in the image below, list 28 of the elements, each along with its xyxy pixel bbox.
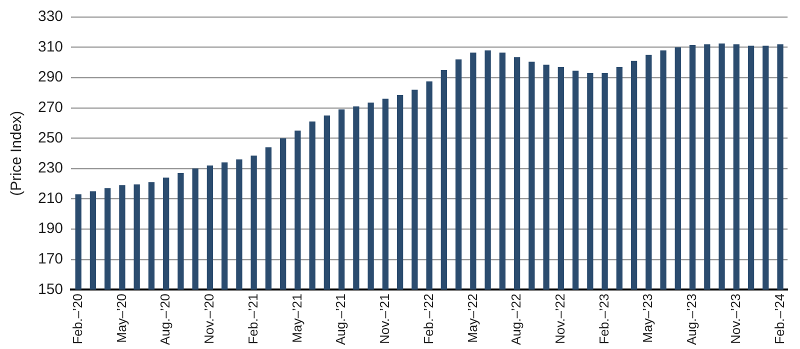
x-tick-label: May–’20	[114, 294, 129, 343]
y-tick-label: 310	[38, 38, 64, 56]
y-tick-label: 290	[38, 68, 64, 86]
x-tick-label: Feb.–’20	[70, 294, 85, 344]
y-tick-label: 330	[38, 8, 64, 26]
x-tick-label: May–’22	[464, 294, 480, 343]
x-tick-label: Nov.–’21	[377, 294, 392, 344]
x-tick-label: Nov.–’20	[202, 294, 217, 344]
y-tick-label: 170	[38, 250, 64, 268]
x-tick-label: Aug.–’23	[684, 294, 700, 346]
x-tick-label: May–’23	[640, 294, 656, 343]
x-tick-label: Feb.–’23	[596, 294, 612, 344]
x-tick-label: May–’21	[289, 294, 304, 343]
x-tick-label: Aug.–’20	[158, 294, 173, 346]
y-tick-label: 210	[38, 190, 64, 207]
x-tick-label: Aug.–’22	[508, 294, 524, 346]
y-axis-title: (Price Index)	[8, 110, 26, 196]
y-tick-label: 270	[38, 99, 64, 116]
x-tick-label: Aug.–’21	[333, 294, 348, 346]
x-tick-label: Feb.–’24	[772, 294, 787, 344]
y-tick-label: 150	[38, 280, 64, 298]
x-tick-label: Nov.–’22	[552, 294, 568, 344]
x-tick-label: Feb.–’21	[245, 294, 260, 344]
y-tick-label: 250	[38, 129, 64, 146]
y-tick-label: 230	[38, 160, 64, 177]
x-tick-label: Nov.–’23	[728, 294, 743, 344]
y-tick-label: 190	[38, 220, 64, 238]
x-tick-label: Feb.–’22	[420, 294, 436, 344]
